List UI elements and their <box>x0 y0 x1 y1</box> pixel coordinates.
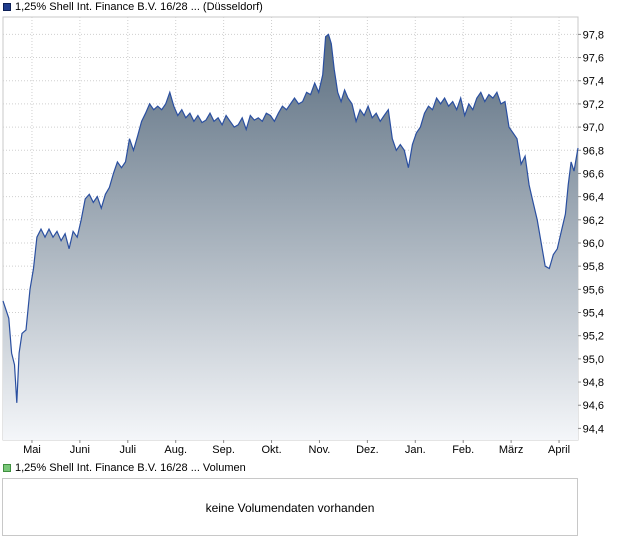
volume-panel: keine Volumendaten vorhanden <box>2 478 578 536</box>
price-line <box>2 33 579 403</box>
y-tick-label: 96,0 <box>583 238 604 250</box>
y-axis: 94,4 94,6 94,8 95,0 95,2 95,4 95,6 95,8 96,0 96,2… <box>578 29 604 435</box>
y-tick-label: 97,8 <box>583 29 604 41</box>
price-area <box>3 34 578 441</box>
x-tick-label: Okt. <box>261 444 281 456</box>
y-tick-label: 96,6 <box>583 168 604 180</box>
volume-legend-label: 1,25% Shell Int. Finance B.V. 16/28 ... … <box>15 462 246 474</box>
volume-legend: 1,25% Shell Int. Finance B.V. 16/28 ... … <box>3 461 246 475</box>
x-tick-label: März <box>499 444 523 456</box>
x-axis: Mai Juni Juli Aug. Sep. Okt. Nov. Dez. Jan. Feb. M… <box>23 440 570 456</box>
x-tick-label: Dez. <box>356 444 379 456</box>
y-tick-label: 97,4 <box>583 76 604 88</box>
price-legend: 1,25% Shell Int. Finance B.V. 16/28 ... … <box>3 0 263 14</box>
x-tick-label: April <box>548 444 570 456</box>
y-tick-label: 96,2 <box>583 215 604 227</box>
price-legend-swatch <box>3 3 11 11</box>
y-tick-label: 97,0 <box>583 122 604 134</box>
y-tick-label: 95,4 <box>583 308 604 320</box>
y-tick-label: 97,2 <box>583 99 604 111</box>
y-tick-label: 95,6 <box>583 284 604 296</box>
y-tick-label: 95,8 <box>583 261 604 273</box>
y-tick-label: 96,8 <box>583 145 604 157</box>
x-tick-label: Sep. <box>212 444 235 456</box>
x-tick-label: Jan. <box>405 444 426 456</box>
y-tick-label: 95,0 <box>583 354 604 366</box>
x-tick-label: Feb. <box>452 444 474 456</box>
y-tick-label: 94,4 <box>583 423 604 435</box>
x-tick-label: Juli <box>120 444 137 456</box>
y-tick-label: 94,8 <box>583 377 604 389</box>
volume-empty-message: keine Volumendaten vorhanden <box>205 501 375 515</box>
y-tick-label: 95,2 <box>583 331 604 343</box>
y-tick-label: 97,6 <box>583 53 604 65</box>
price-legend-label: 1,25% Shell Int. Finance B.V. 16/28 ... … <box>15 1 263 13</box>
y-tick-label: 94,6 <box>583 400 604 412</box>
price-chart: 94,4 94,6 94,8 95,0 95,2 95,4 95,6 95,8 96,0 96,2… <box>2 16 604 456</box>
x-tick-label: Aug. <box>164 444 187 456</box>
y-tick-label: 96,4 <box>583 192 604 204</box>
volume-legend-swatch <box>3 464 11 472</box>
x-tick-label: Nov. <box>309 444 331 456</box>
x-tick-label: Juni <box>70 444 90 456</box>
x-tick-label: Mai <box>23 444 41 456</box>
